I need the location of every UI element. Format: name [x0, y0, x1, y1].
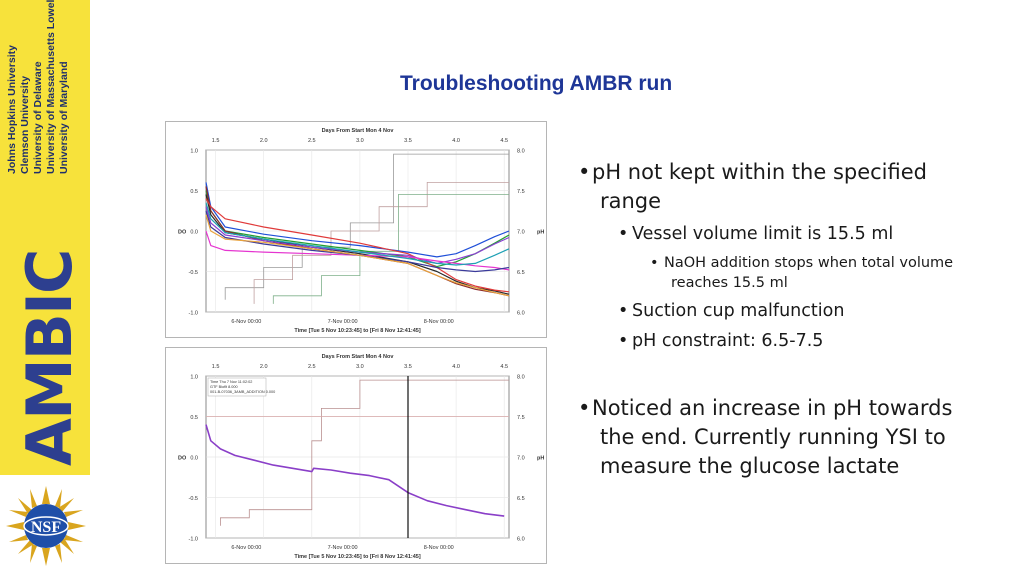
left-axis-label: DO — [178, 456, 187, 462]
do-series-line — [220, 379, 509, 526]
bottom-tick-label: 6-Nov 00:00 — [231, 319, 261, 325]
bullet-2-text: Noticed an increase in pH towards — [592, 396, 953, 420]
annotation-text: GTF Bioflt 8.000 — [210, 385, 238, 389]
university-name: University of Massachusetts Lowell — [45, 0, 57, 174]
left-tick-label: 1.0 — [190, 375, 198, 381]
top-tick-label: 2.0 — [260, 364, 268, 370]
right-tick-label: 8.0 — [517, 149, 525, 155]
annotation-box — [207, 377, 267, 397]
bottom-tick-label: 8-Nov 00:00 — [424, 545, 454, 551]
top-tick-label: 4.5 — [500, 364, 508, 370]
bottom-axis-title: Time [Tue 5 Nov 10:23:45] to [Fri 8 Nov … — [294, 328, 421, 334]
bullet-1-2: • Suction cup malfunction — [618, 301, 845, 321]
left-tick-label: -1.0 — [189, 537, 198, 543]
bullet-1: •pH not kept within the specified — [578, 160, 927, 184]
right-tick-label: 6.0 — [517, 537, 525, 543]
top-tick-label: 3.5 — [404, 364, 412, 370]
university-name: Clemson University — [19, 75, 31, 174]
bullet-2-cont: the end. Currently running YSI to — [600, 425, 946, 449]
left-tick-label: 0.5 — [190, 189, 198, 195]
nsf-logo: NSF — [4, 484, 88, 568]
right-tick-label: 7.5 — [517, 189, 525, 195]
top-tick-label: 3.5 — [404, 138, 412, 144]
left-tick-label: 0.5 — [190, 415, 198, 421]
top-tick-label: 4.5 — [500, 138, 508, 144]
top-tick-label: 2.5 — [308, 364, 316, 370]
bottom-tick-label: 7-Nov 00:00 — [328, 319, 358, 325]
chart-bottom-svg: 1.0 0.5 0.0 -0.5 -1.0 8.0 7.5 7.0 6.5 6.0 DO pH 1.5 2… — [178, 354, 544, 560]
bullet-2-cont2: measure the glucose lactate — [600, 454, 900, 478]
sidebar: Johns Hopkins University Clemson Univers… — [0, 0, 90, 475]
bottom-axis-title: Time [Tue 5 Nov 10:23:45] to [Fri 8 Nov … — [294, 554, 421, 560]
right-tick-label: 7.0 — [517, 456, 525, 462]
ph-series-line — [205, 210, 510, 273]
right-tick-label: 8.0 — [517, 375, 525, 381]
annotation-text: 001-B-07036_3AMB_ADDITION 0.000 — [210, 390, 275, 394]
top-tick-label: 3.0 — [356, 138, 364, 144]
bullet-1-cont: range — [600, 189, 662, 213]
do-series-line — [253, 182, 509, 304]
chart-top-svg: 1.0 0.5 0.0 -0.5 -1.0 8.0 7.5 7.0 6.5 6.0 DO pH 1.5 2… — [178, 128, 544, 334]
chart-bottom: 1.0 0.5 0.0 -0.5 -1.0 8.0 7.5 7.0 6.5 6.0 DO pH 1.5 2… — [165, 347, 547, 564]
slide-title: Troubleshooting AMBR run — [400, 72, 673, 95]
left-tick-label: 0.0 — [190, 456, 198, 462]
nsf-seal-text: NSF — [31, 519, 61, 536]
ambic-logo: AMBIC — [13, 250, 86, 466]
left-tick-label: -1.0 — [189, 311, 198, 317]
right-tick-label: 6.0 — [517, 311, 525, 317]
bullet-1-1-1: • NaOH addition stops when total volume — [650, 255, 954, 271]
left-axis-label: DO — [178, 230, 187, 236]
bullet-1-1-text: Vessel volume limit is 15.5 ml — [632, 224, 894, 244]
ph-series-line — [205, 202, 510, 266]
right-tick-label: 6.5 — [517, 496, 525, 502]
right-tick-label: 7.0 — [517, 230, 525, 236]
top-tick-label: 2.0 — [260, 138, 268, 144]
bottom-tick-label: 6-Nov 00:00 — [231, 545, 261, 551]
top-tick-label: 2.5 — [308, 138, 316, 144]
bullet-1-1: • Vessel volume limit is 15.5 ml — [618, 224, 894, 244]
bullet-1-2-text: Suction cup malfunction — [632, 301, 845, 321]
right-tick-label: 7.5 — [517, 415, 525, 421]
ph-series-line — [205, 214, 510, 297]
bullet-1-text: pH not kept within the specified — [592, 160, 927, 184]
university-name: University of Maryland — [58, 61, 70, 174]
top-tick-label: 3.0 — [356, 364, 364, 370]
chart-top: 1.0 0.5 0.0 -0.5 -1.0 8.0 7.5 7.0 6.5 6.0 DO pH 1.5 2… — [165, 121, 547, 338]
university-name: University of Delaware — [32, 61, 44, 174]
top-axis-title: Days From Start Mon 4 Nov — [322, 354, 395, 360]
ph-series-line — [205, 230, 510, 271]
bullet-1-3: • pH constraint: 6.5-7.5 — [618, 331, 824, 351]
left-tick-label: 1.0 — [190, 149, 198, 155]
bullet-1-3-text: pH constraint: 6.5-7.5 — [632, 331, 824, 351]
right-tick-label: 6.5 — [517, 270, 525, 276]
nsf-seal-icon: NSF — [6, 486, 86, 566]
left-tick-label: -0.5 — [189, 496, 198, 502]
ph-series-line — [205, 424, 505, 517]
top-axis-title: Days From Start Mon 4 Nov — [322, 128, 395, 134]
right-axis-label: pH — [537, 230, 544, 236]
right-axis-label: pH — [537, 456, 544, 462]
left-tick-label: -0.5 — [189, 270, 198, 276]
left-tick-label: 0.0 — [190, 230, 198, 236]
bullet-1-1-1-text: NaOH addition stops when total volume — [664, 255, 954, 271]
ph-series-line — [205, 198, 510, 293]
top-tick-label: 4.0 — [452, 364, 460, 370]
top-tick-label: 4.0 — [452, 138, 460, 144]
ph-series-line — [205, 206, 510, 264]
university-list: Johns Hopkins University Clemson Univers… — [6, 0, 84, 174]
top-tick-label: 1.5 — [212, 364, 220, 370]
bullet-1-1-1-cont: reaches 15.5 ml — [671, 275, 788, 291]
bottom-tick-label: 7-Nov 00:00 — [328, 545, 358, 551]
top-tick-label: 1.5 — [212, 138, 220, 144]
bottom-tick-label: 8-Nov 00:00 — [424, 319, 454, 325]
annotation-text: Time Thu 7 Nov 11:02:02 — [210, 380, 252, 384]
bullet-2: •Noticed an increase in pH towards — [578, 396, 953, 420]
do-series-line — [272, 194, 509, 304]
university-name: Johns Hopkins University — [6, 45, 18, 174]
